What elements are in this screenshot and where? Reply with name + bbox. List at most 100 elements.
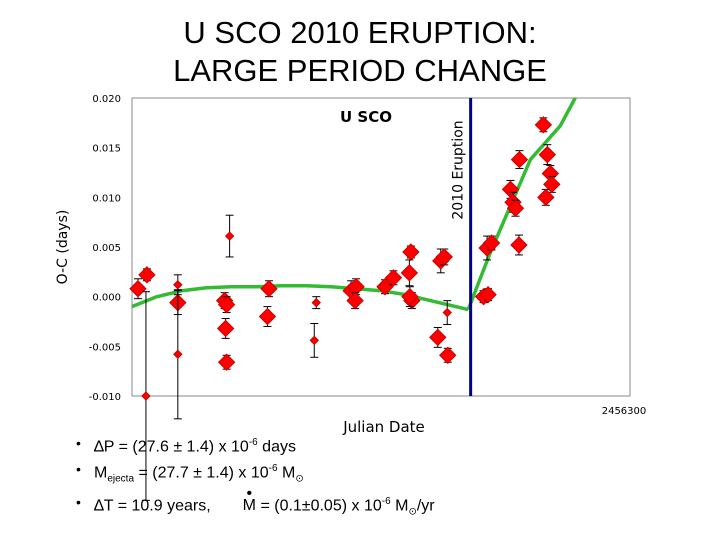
data-point (173, 289, 183, 420)
diamond-marker (479, 285, 497, 304)
eruption-label: 2010 Eruption (451, 120, 467, 219)
data-point (141, 291, 151, 501)
data-point (258, 306, 277, 327)
fit-line (466, 97, 577, 311)
data-point (401, 286, 419, 308)
slide-title: U SCO 2010 ERUPTION: LARGE PERIOD CHANGE (0, 14, 720, 90)
data-point (543, 175, 561, 194)
diamond-marker (429, 328, 447, 347)
diamond-marker (402, 243, 420, 261)
x-axis-label: Julian Date (342, 418, 425, 436)
data-point (429, 326, 447, 348)
rate-value: = (0.1±0.05) x 10 (256, 497, 382, 515)
diamond-marker (224, 231, 235, 241)
diamond-marker (311, 297, 321, 308)
data-point (402, 243, 420, 261)
diamond-marker (482, 234, 501, 252)
diamond-marker (442, 307, 452, 318)
data-point (311, 296, 321, 310)
x-tick-label: 2456300 (602, 406, 647, 417)
diamond-marker (173, 349, 183, 359)
mdot-m: M (242, 497, 256, 515)
diamond-marker (309, 335, 319, 346)
diamond-marker (400, 264, 419, 282)
rate-exp: -6 (381, 495, 391, 507)
bullet-period-change: • ∆P = (27.6 ± 1.4) x 10-6 days (76, 432, 435, 458)
period-change-exp: -6 (248, 437, 258, 448)
data-point (506, 199, 525, 217)
data-point (537, 188, 555, 207)
y-tick-label: 0.005 (92, 243, 121, 254)
diamond-marker (217, 353, 236, 371)
diamond-marker (376, 278, 394, 296)
bullet-marker: • (76, 493, 81, 510)
data-point (376, 278, 394, 296)
title-line-1: U SCO 2010 ERUPTION: (183, 15, 537, 50)
data-point (346, 291, 364, 310)
data-point (534, 116, 553, 134)
diamond-marker (346, 291, 364, 310)
ejecta-unit: M (277, 464, 296, 482)
ejecta-value: = (27.7 ± 1.4) x 10 (134, 464, 269, 482)
data-point (439, 346, 457, 364)
diamond-marker (173, 280, 183, 290)
data-point (173, 274, 183, 296)
diamond-marker (538, 145, 557, 164)
period-change-unit: days (257, 438, 296, 456)
y-tick-label: -0.010 (89, 392, 121, 403)
chart-title: U SCO (340, 108, 392, 126)
ejecta-exp: -6 (268, 463, 278, 475)
diamond-marker (543, 175, 561, 194)
fit-lines (131, 97, 577, 312)
diamond-marker (141, 391, 151, 401)
diamond-marker (384, 269, 403, 287)
diamond-marker (401, 287, 419, 306)
diamond-marker (506, 199, 525, 217)
data-point (538, 144, 557, 166)
mdot-dot: • (246, 485, 253, 503)
diamond-marker (129, 280, 147, 298)
data-point (482, 234, 501, 252)
diamond-marker (439, 346, 457, 364)
data-point (129, 278, 147, 300)
data-point (217, 353, 236, 371)
ejecta-sub: ejecta (107, 473, 135, 485)
diamond-marker (138, 266, 156, 284)
interval-text: ∆T = 10.9 years, (94, 497, 211, 515)
diamond-marker (435, 248, 453, 266)
y-axis-label: O-C (days) (55, 210, 71, 285)
rate-unit: /yr (416, 497, 435, 515)
bullet-accretion-rate: • ∆T = 10.9 years, • M = (0.1±0.05) x 10-6 … (76, 485, 435, 524)
y-tick-label: 0.015 (92, 144, 121, 155)
data-point (309, 322, 319, 358)
data-point (260, 280, 278, 298)
data-point (138, 266, 156, 284)
data-point (400, 259, 419, 287)
data-point (435, 248, 453, 266)
sun-symbol: ⊙ (295, 473, 304, 485)
summary-bullets: • ∆P = (27.6 ± 1.4) x 10-6 days • Mejecta … (76, 432, 435, 523)
ejecta-m: M (94, 464, 108, 482)
data-points (129, 116, 561, 501)
diamond-marker (510, 236, 528, 254)
data-point (384, 269, 403, 287)
diamond-marker (510, 150, 529, 169)
rate-m: M (390, 497, 409, 515)
y-tick-label: 0.000 (92, 293, 121, 304)
bullet-marker: • (76, 461, 81, 478)
diamond-marker (534, 116, 553, 134)
data-point (442, 300, 452, 325)
bullet-marker: • (76, 435, 81, 451)
data-point (479, 285, 497, 304)
fit-line (131, 283, 469, 312)
bullet-ejecta-mass: • Mejecta = (27.7 ± 1.4) x 10-6 M⊙ (76, 458, 435, 491)
diamond-marker (537, 188, 555, 207)
data-point (216, 318, 235, 339)
mdot-symbol: • M (242, 485, 256, 517)
y-tick-label: 0.020 (92, 94, 121, 105)
data-point (510, 234, 528, 256)
diamond-marker (260, 280, 278, 298)
period-change-text: ∆P = (27.6 ± 1.4) x 10 (94, 438, 249, 456)
data-point (224, 214, 235, 258)
